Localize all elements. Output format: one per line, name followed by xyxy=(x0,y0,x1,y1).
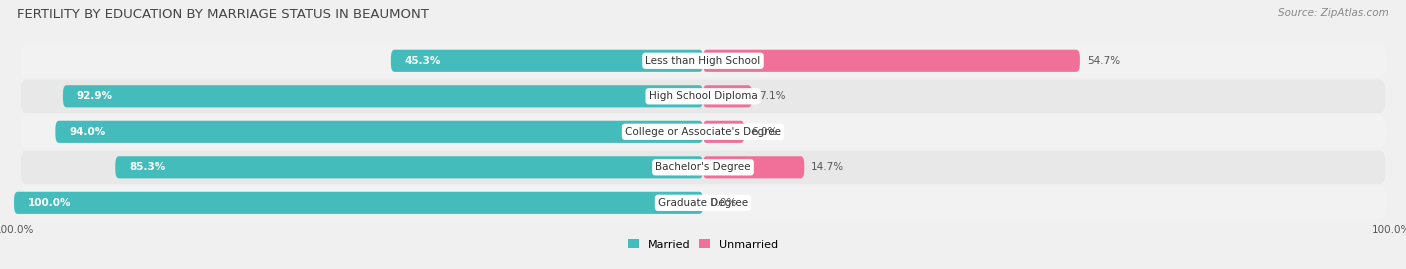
Text: 6.0%: 6.0% xyxy=(751,127,778,137)
Text: 100.0%: 100.0% xyxy=(28,198,72,208)
Text: FERTILITY BY EDUCATION BY MARRIAGE STATUS IN BEAUMONT: FERTILITY BY EDUCATION BY MARRIAGE STATU… xyxy=(17,8,429,21)
Legend: Married, Unmarried: Married, Unmarried xyxy=(623,235,783,254)
FancyBboxPatch shape xyxy=(21,115,1385,148)
FancyBboxPatch shape xyxy=(63,85,703,107)
FancyBboxPatch shape xyxy=(703,156,804,178)
Text: Graduate Degree: Graduate Degree xyxy=(658,198,748,208)
Text: Bachelor's Degree: Bachelor's Degree xyxy=(655,162,751,172)
FancyBboxPatch shape xyxy=(21,186,1385,220)
Text: 45.3%: 45.3% xyxy=(405,56,441,66)
FancyBboxPatch shape xyxy=(14,192,703,214)
FancyBboxPatch shape xyxy=(115,156,703,178)
FancyBboxPatch shape xyxy=(703,121,744,143)
Text: 54.7%: 54.7% xyxy=(1087,56,1119,66)
Text: 7.1%: 7.1% xyxy=(759,91,786,101)
FancyBboxPatch shape xyxy=(703,85,752,107)
FancyBboxPatch shape xyxy=(391,50,703,72)
FancyBboxPatch shape xyxy=(21,151,1385,184)
FancyBboxPatch shape xyxy=(703,50,1080,72)
Text: College or Associate's Degree: College or Associate's Degree xyxy=(626,127,780,137)
Text: Less than High School: Less than High School xyxy=(645,56,761,66)
Text: 0.0%: 0.0% xyxy=(710,198,737,208)
Text: 14.7%: 14.7% xyxy=(811,162,844,172)
Text: 94.0%: 94.0% xyxy=(69,127,105,137)
Text: High School Diploma: High School Diploma xyxy=(648,91,758,101)
Text: 85.3%: 85.3% xyxy=(129,162,166,172)
FancyBboxPatch shape xyxy=(21,44,1385,77)
Text: 92.9%: 92.9% xyxy=(77,91,112,101)
FancyBboxPatch shape xyxy=(21,80,1385,113)
Text: Source: ZipAtlas.com: Source: ZipAtlas.com xyxy=(1278,8,1389,18)
FancyBboxPatch shape xyxy=(55,121,703,143)
